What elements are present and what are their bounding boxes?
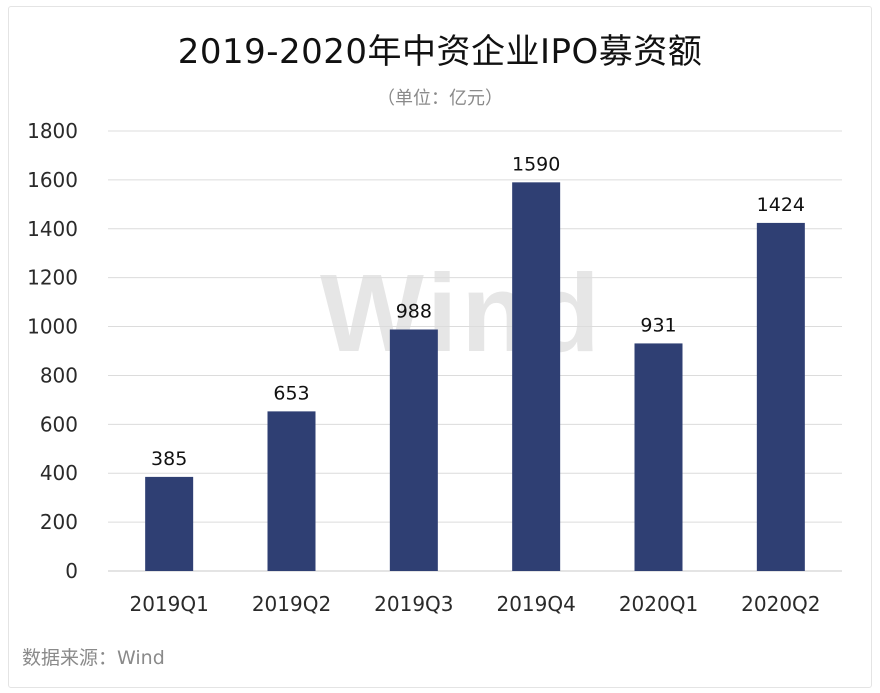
data-label-2019Q1: 385 [151,448,187,470]
bar-2020Q2 [756,222,805,571]
x-axis: 2019Q1 2019Q2 2019Q3 2019Q4 2020Q1 2020Q2 [129,592,820,616]
x-tick-label-2019Q3: 2019Q3 [374,592,453,616]
y-axis: 0 200 400 600 800 1000 1200 1400 1600 1800 [27,119,78,583]
chart-title: 2019-2020年中资企业IPO募资额 [177,32,703,72]
data-label-2019Q4: 1590 [512,153,560,175]
y-tick-label: 1400 [27,217,78,241]
gridlines [108,130,842,572]
y-tick-label: 800 [40,363,78,387]
data-label-2019Q3: 988 [396,300,432,322]
chart-frame [8,6,872,688]
bar-2019Q3 [389,329,438,571]
data-label-2020Q1: 931 [640,314,676,336]
source-note: 数据来源：Wind [22,647,165,669]
y-tick-label: 0 [65,559,78,583]
y-tick-label: 1200 [27,266,78,290]
x-tick-label-2019Q2: 2019Q2 [252,592,331,616]
bar-2019Q2 [267,411,316,571]
data-label-2019Q2: 653 [273,382,309,404]
bars [145,182,805,572]
chart-subtitle: （单位：亿元） [377,88,503,109]
y-tick-label: 200 [40,510,78,534]
x-tick-label-2020Q1: 2020Q1 [619,592,698,616]
bar-2019Q4 [512,182,561,572]
data-label-2020Q2: 1424 [757,194,805,216]
bar-2020Q1 [634,343,683,571]
x-tick-label-2019Q4: 2019Q4 [496,592,575,616]
x-tick-label-2019Q1: 2019Q1 [129,592,208,616]
bar-2019Q1 [145,476,194,571]
data-labels: 385 653 988 1590 931 1424 [151,153,805,470]
y-tick-label: 1800 [27,119,78,143]
y-tick-label: 400 [40,461,78,485]
y-tick-label: 1000 [27,315,78,339]
y-tick-label: 1600 [27,168,78,192]
x-tick-label-2020Q2: 2020Q2 [741,592,820,616]
y-tick-label: 600 [40,412,78,436]
